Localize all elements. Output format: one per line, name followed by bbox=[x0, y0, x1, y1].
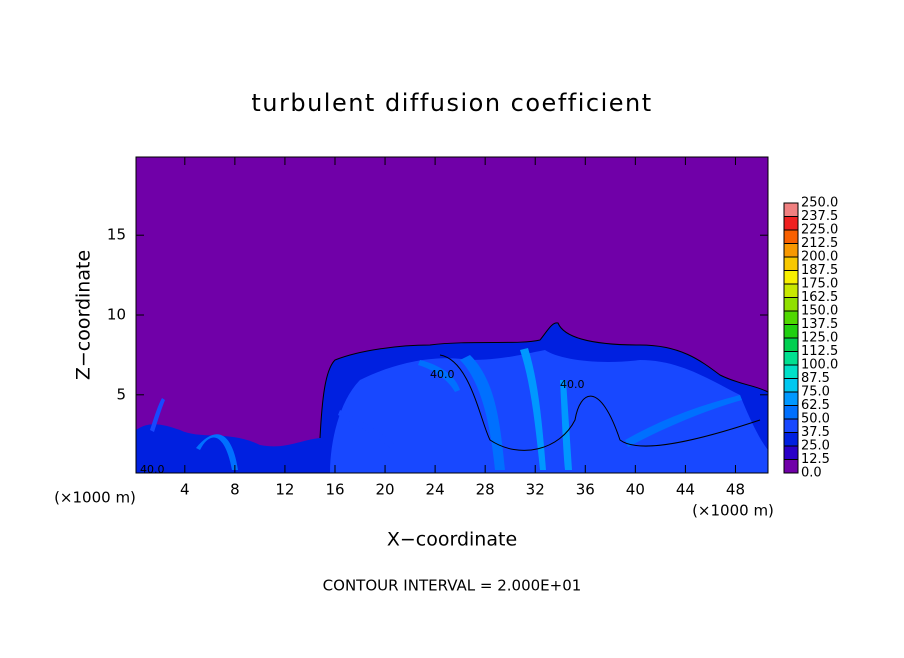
colorbar-swatch bbox=[784, 216, 798, 230]
field-streak bbox=[560, 380, 572, 470]
colorbar-label: 75.0 bbox=[801, 385, 830, 400]
colorbar-label: 100.0 bbox=[801, 358, 838, 373]
colorbar-label: 25.0 bbox=[801, 439, 830, 454]
field-streak bbox=[196, 434, 238, 470]
colorbar-swatch bbox=[784, 297, 798, 311]
colorbar-swatch bbox=[784, 270, 798, 284]
colorbar-swatch bbox=[784, 419, 798, 433]
x-unit-label: (×1000 m) bbox=[54, 489, 136, 507]
colorbar-label: 212.5 bbox=[801, 236, 838, 251]
y-tick-label: 10 bbox=[107, 306, 126, 324]
y-tick-label: 5 bbox=[116, 385, 126, 403]
x-tick-label: 32 bbox=[526, 481, 545, 499]
colorbar-label: 175.0 bbox=[801, 277, 838, 292]
colorbar-swatch bbox=[784, 243, 798, 257]
colorbar-swatch bbox=[784, 324, 798, 338]
colorbar-swatch bbox=[784, 365, 798, 379]
x-axis-title: X−coordinate bbox=[387, 529, 517, 551]
x-tick-label: 48 bbox=[726, 481, 745, 499]
x-tick-label: 36 bbox=[576, 481, 595, 499]
chart-title: turbulent diffusion coefficient bbox=[251, 89, 652, 117]
colorbar-label: 112.5 bbox=[801, 344, 838, 359]
colorbar-label: 225.0 bbox=[801, 223, 838, 238]
colorbar-swatch bbox=[784, 446, 798, 460]
x-tick-label: 24 bbox=[426, 481, 445, 499]
contour-label: 40.0 bbox=[140, 463, 165, 476]
x-tick-label: 40 bbox=[626, 481, 645, 499]
contour-line bbox=[439, 354, 761, 451]
colorbar-swatch bbox=[784, 392, 798, 406]
colorbar-swatch bbox=[784, 351, 798, 365]
footer-note: CONTOUR INTERVAL = 2.000E+01 bbox=[323, 577, 582, 595]
colorbar-label: 162.5 bbox=[801, 290, 838, 305]
x-tick-label: 20 bbox=[375, 481, 394, 499]
x-tick-label: 4 bbox=[180, 481, 190, 499]
colorbar-label: 200.0 bbox=[801, 250, 838, 265]
y-axis-title: Z−coordinate bbox=[73, 250, 95, 380]
x-tick-label: 16 bbox=[325, 481, 344, 499]
x-tick-label: 44 bbox=[676, 481, 695, 499]
colorbar-label: 125.0 bbox=[801, 331, 838, 346]
contour-lines bbox=[319, 322, 769, 451]
colorbar-label: 250.0 bbox=[801, 196, 838, 211]
contour-label: 40.0 bbox=[430, 368, 455, 381]
field-streak bbox=[700, 392, 730, 398]
colorbar-label: 187.5 bbox=[801, 263, 838, 278]
colorbar-label: 0.0 bbox=[801, 466, 822, 481]
field-streak bbox=[338, 410, 395, 448]
colorbar-label: 62.5 bbox=[801, 398, 830, 413]
contour-label: 40.0 bbox=[560, 378, 585, 391]
colorbar-label: 37.5 bbox=[801, 425, 830, 440]
colorbar-swatch bbox=[784, 338, 798, 352]
colorbar-swatch bbox=[784, 378, 798, 392]
colorbar-swatch bbox=[784, 311, 798, 325]
field-streak bbox=[625, 395, 742, 447]
colorbar-label: 137.5 bbox=[801, 317, 838, 332]
colorbar-label: 12.5 bbox=[801, 452, 830, 467]
colorbar-label: 50.0 bbox=[801, 412, 830, 427]
colorbar-swatch bbox=[784, 459, 798, 473]
colorbar-label: 150.0 bbox=[801, 304, 838, 319]
field-streak bbox=[418, 360, 460, 392]
colorbar-label: 237.5 bbox=[801, 209, 838, 224]
colorbar-swatch bbox=[784, 284, 798, 298]
x-tick-label: 8 bbox=[230, 481, 240, 499]
colorbar-label: 87.5 bbox=[801, 371, 830, 386]
colorbar-swatch bbox=[784, 405, 798, 419]
contour-line bbox=[319, 322, 769, 439]
field-streak bbox=[150, 398, 165, 432]
x-tick-label: 28 bbox=[476, 481, 495, 499]
colorbar-swatch bbox=[784, 257, 798, 271]
x-tick-label: 12 bbox=[275, 481, 294, 499]
field-core bbox=[330, 350, 768, 473]
y-tick-label: 15 bbox=[107, 226, 126, 244]
field-streak bbox=[520, 348, 546, 470]
colorbar-swatch bbox=[784, 230, 798, 244]
field-streak bbox=[460, 355, 505, 470]
colorbar-swatch bbox=[784, 203, 798, 217]
field bbox=[136, 157, 768, 473]
x-unit-label: (×1000 m) bbox=[692, 502, 774, 520]
colorbar-swatch bbox=[784, 432, 798, 446]
